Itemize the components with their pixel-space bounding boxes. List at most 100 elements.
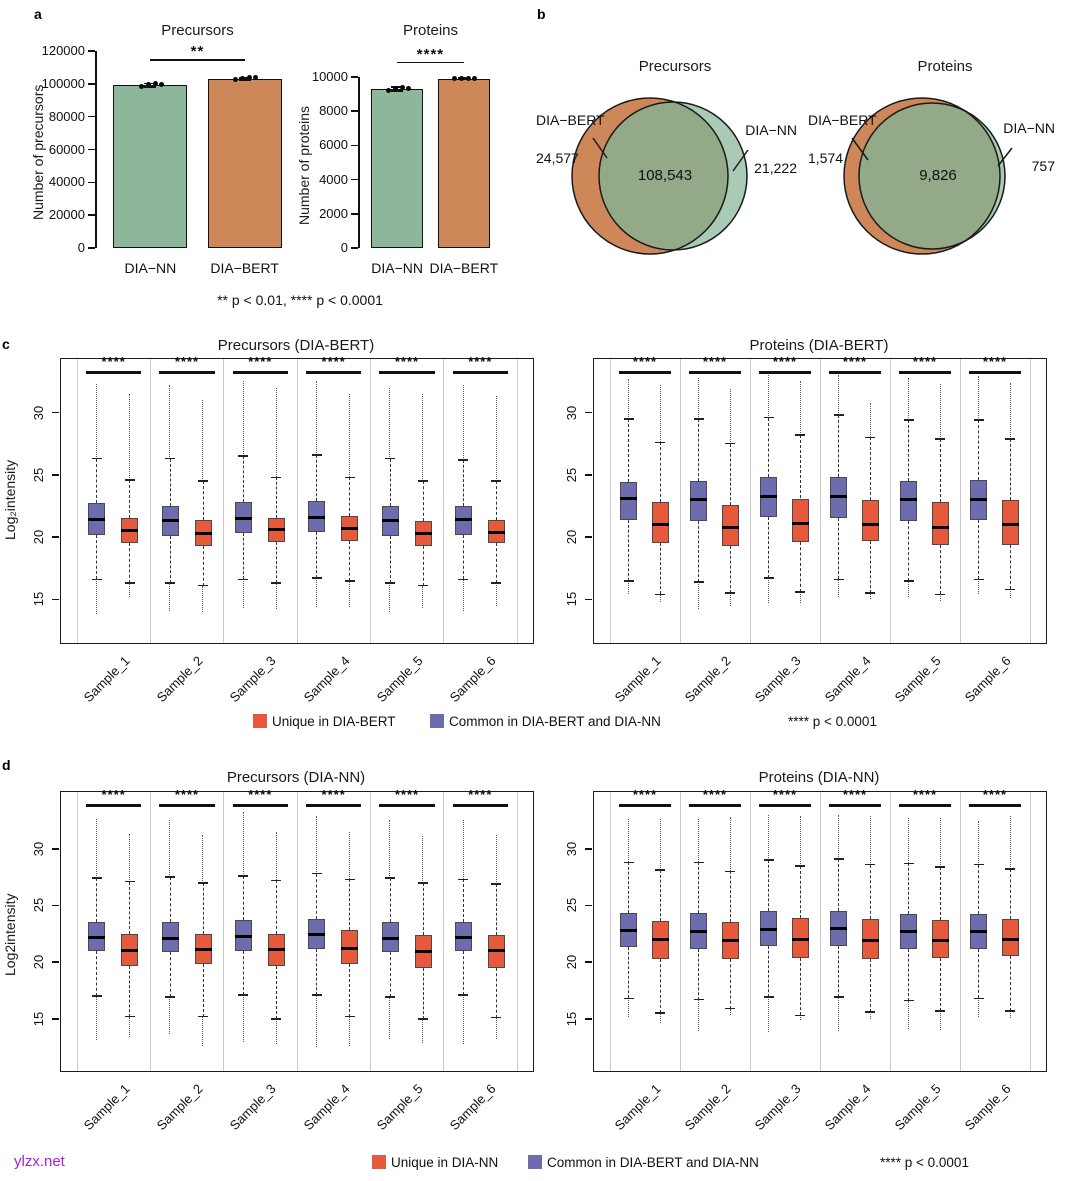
significance-line <box>232 804 288 807</box>
outlier-column-upper <box>939 383 941 439</box>
median-line <box>267 948 285 952</box>
y-tick-label: 25 <box>563 898 579 913</box>
whisker-cap-upper <box>763 859 774 861</box>
median-line <box>414 950 432 954</box>
watermark-link[interactable]: ylzx.net <box>14 1153 65 1170</box>
whisker-lower <box>978 519 980 580</box>
barchart-precursors-plot: 0 20000 40000 60000 80000 100000 120000 DIA−NN D… <box>42 43 300 276</box>
significance-stars: ** <box>190 43 205 61</box>
whisker-cap-lower <box>795 1014 806 1017</box>
whisker-cap-lower <box>623 579 634 582</box>
significance-line <box>379 371 435 374</box>
legend-label-common: Common in DIA-BERT and DIA-NN <box>449 714 661 729</box>
y-tick-label: 6000 <box>319 137 348 153</box>
y-tick-label: 20 <box>563 529 579 545</box>
outlier-column-lower <box>939 594 941 601</box>
barchart-precursors-title: Precursors <box>161 22 234 39</box>
data-point <box>399 85 405 91</box>
outlier-column-upper <box>729 816 731 872</box>
whisker-cap-upper <box>458 459 469 461</box>
outlier-column-lower <box>169 997 171 1034</box>
whisker-upper <box>698 418 700 482</box>
whisker-lower <box>349 964 351 1017</box>
whisker-upper <box>129 881 131 934</box>
whisker-lower <box>799 957 801 1016</box>
outlier-column-lower <box>838 997 840 1032</box>
box-unique <box>721 504 739 546</box>
y-tick-mark <box>52 961 60 963</box>
boxplot-d-proteins-title: Proteins (DIA-NN) <box>758 769 880 786</box>
whisker-cap-lower <box>903 579 914 582</box>
whisker-cap-upper <box>491 883 502 885</box>
error-bar-cap <box>391 90 404 92</box>
legend-label-unique: Unique in DIA-NN <box>391 1155 499 1170</box>
whisker-cap-lower <box>935 593 946 596</box>
whisker-upper <box>978 864 980 915</box>
whisker-cap-upper <box>124 880 135 883</box>
outlier-column-lower <box>729 593 731 606</box>
bar-DIA−NN <box>371 89 424 248</box>
whisker-upper <box>908 863 910 915</box>
y-axis-line <box>95 51 97 248</box>
outlier-column-lower <box>129 583 131 597</box>
whisker-cap-lower <box>763 577 774 580</box>
significance-line <box>969 371 1021 374</box>
whisker-upper <box>799 434 801 499</box>
whisker-lower <box>495 967 497 1018</box>
whisker-lower <box>129 543 131 584</box>
outlier-column-upper <box>169 820 171 878</box>
significance-line <box>306 804 362 807</box>
data-point <box>152 81 158 87</box>
whisker-cap-lower <box>91 995 102 997</box>
group-separator-line <box>959 792 961 1071</box>
significance-line <box>150 59 245 61</box>
whisker-upper <box>628 862 630 914</box>
outlier-column-upper <box>978 376 980 421</box>
y-tick-label: 20 <box>563 954 579 970</box>
group-separator-line <box>369 359 371 643</box>
whisker-cap-lower <box>833 996 844 999</box>
median-line <box>308 933 326 937</box>
outlier-column-lower <box>242 579 244 609</box>
box-unique <box>651 502 669 544</box>
whisker-cap-lower <box>865 592 876 594</box>
median-line <box>690 930 708 933</box>
median-line <box>234 934 252 938</box>
significance-line <box>689 804 741 807</box>
outlier-column-upper <box>462 820 464 880</box>
whisker-upper <box>389 458 391 506</box>
median-line <box>861 523 879 527</box>
whisker-upper <box>659 442 661 503</box>
barchart-proteins-plot: 0 2000 4000 6000 8000 10000 DIA−NN DIA−BERT **** <box>312 46 503 276</box>
whisker-cap-upper <box>385 457 396 460</box>
group-separator-line <box>819 792 821 1071</box>
outlier-column-lower <box>349 1016 351 1047</box>
y-tick-mark <box>88 214 95 216</box>
group-separator-line <box>516 792 518 1071</box>
y-tick-mark <box>88 83 95 85</box>
outlier-column-upper <box>869 815 871 865</box>
significance-stars: **** <box>702 787 728 803</box>
median-line <box>651 523 669 527</box>
whisker-cap-lower <box>763 996 774 999</box>
median-line <box>234 516 252 520</box>
y-tick-label: 15 <box>563 592 579 607</box>
y-tick-label: 20 <box>30 954 46 970</box>
whisker-cap-upper <box>458 878 469 881</box>
outlier-column-lower <box>628 580 630 595</box>
outlier-column-upper <box>169 385 171 459</box>
outlier-column-upper <box>389 820 391 879</box>
outlier-column-lower <box>838 579 840 597</box>
whisker-cap-upper <box>693 861 704 864</box>
outlier-column-lower <box>422 585 424 609</box>
outlier-column-upper <box>908 377 910 421</box>
y-tick-label: 2000 <box>319 205 348 221</box>
legend-significance-note: **** p < 0.0001 <box>880 1155 969 1170</box>
outlier-column-lower <box>659 1013 661 1024</box>
box-unique <box>791 917 809 958</box>
outlier-column-upper <box>628 819 630 863</box>
outlier-column-lower <box>316 995 318 1048</box>
significance-stars: **** <box>982 787 1008 803</box>
y-tick-label: 40000 <box>48 174 85 190</box>
whisker-upper <box>422 481 424 521</box>
